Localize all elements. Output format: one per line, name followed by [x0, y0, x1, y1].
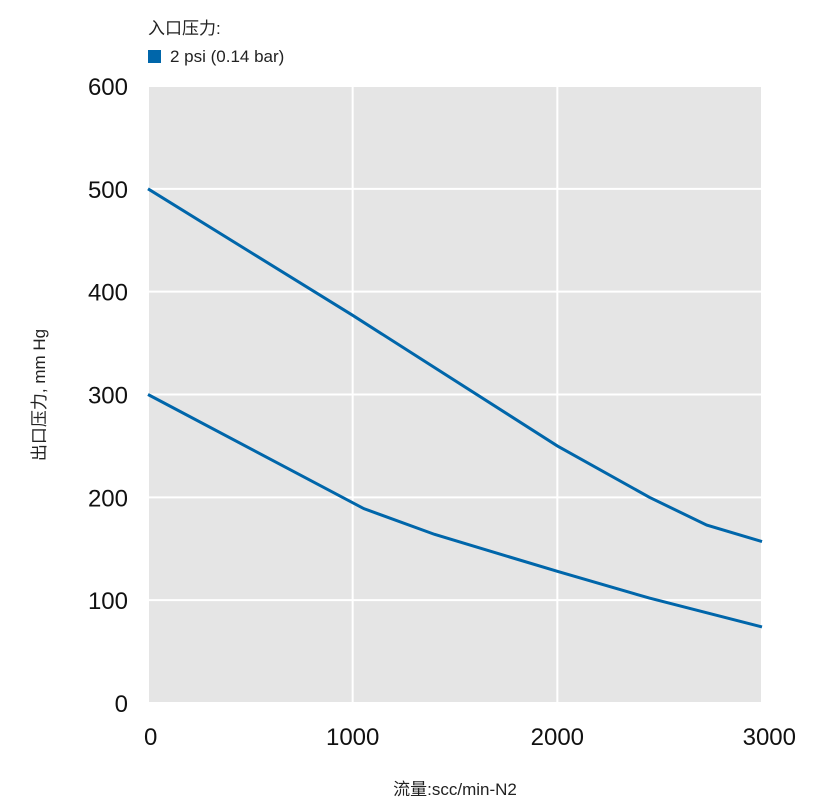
- legend-label: 2 psi (0.14 bar): [170, 47, 284, 66]
- y-tick-label: 400: [88, 280, 128, 307]
- x-axis-label: 流量:scc/min-N2: [393, 780, 517, 799]
- x-tick-label: 0: [144, 724, 157, 751]
- y-tick-label: 600: [88, 74, 128, 101]
- series-line-lower: [147, 393, 763, 629]
- x-tick-label: 2000: [531, 724, 584, 751]
- y-tick-label: 200: [88, 485, 128, 512]
- y-axis-label: 出口压力, mm Hg: [30, 329, 49, 461]
- legend-title: 入口压力:: [148, 19, 221, 38]
- y-tick-label: 300: [88, 383, 128, 410]
- x-tick-label: 1000: [326, 724, 379, 751]
- y-tick-label: 500: [88, 177, 128, 204]
- y-tick-label: 0: [115, 691, 128, 718]
- x-tick-label: 3000: [743, 724, 796, 751]
- series-line-upper: [147, 187, 763, 543]
- y-tick-label: 100: [88, 588, 128, 615]
- legend-swatch: [148, 50, 161, 63]
